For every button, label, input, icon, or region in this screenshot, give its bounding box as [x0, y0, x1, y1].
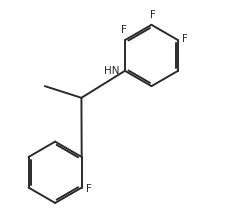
Text: F: F [120, 25, 126, 35]
Text: F: F [182, 34, 188, 44]
Text: F: F [86, 184, 92, 194]
Text: F: F [149, 10, 155, 20]
Text: HN: HN [104, 66, 119, 76]
